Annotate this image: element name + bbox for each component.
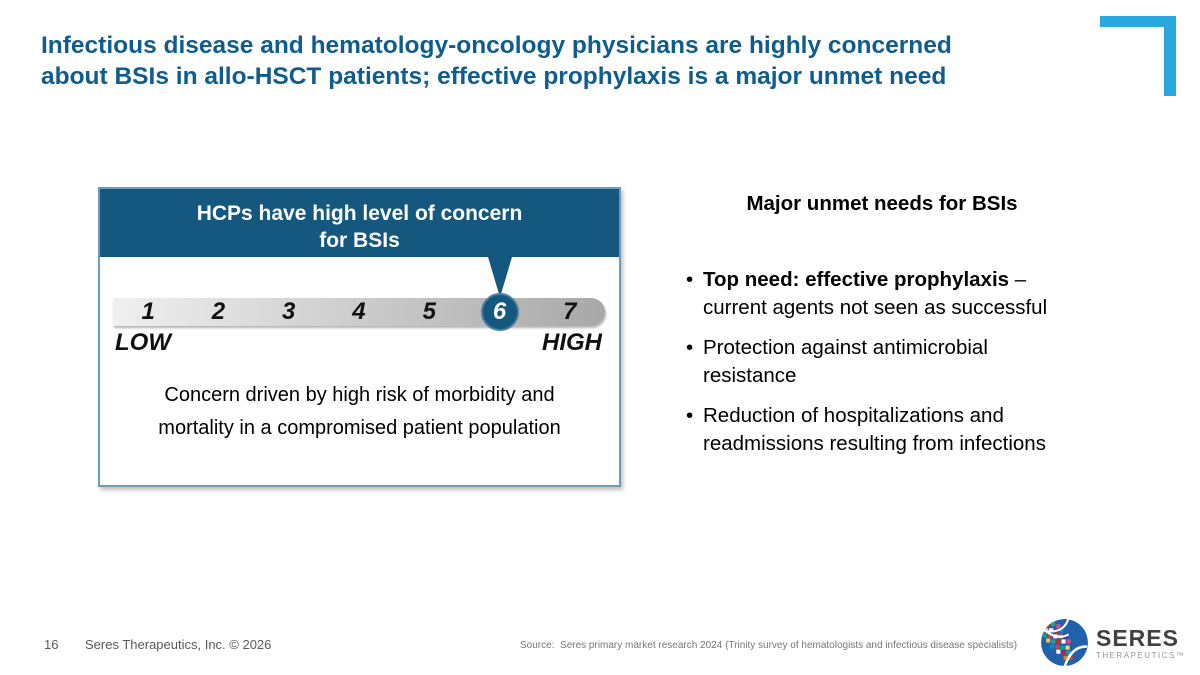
slide-title-line2: about BSIs in allo-HSCT patients; effect…	[41, 63, 947, 90]
scale-range-labels: LOW HIGH	[115, 329, 602, 357]
scale-value-label: 3	[282, 298, 296, 325]
seres-logo: SERES THERAPEUTICS™	[1040, 618, 1185, 667]
unmet-need-item: Top need: effective prophylaxis – curren…	[685, 266, 1085, 321]
copyright-text: Seres Therapeutics, Inc. © 2026	[85, 637, 272, 652]
unmet-needs-list: Top need: effective prophylaxis – curren…	[685, 266, 1085, 457]
scale-high-label: HIGH	[542, 329, 602, 356]
unmet-needs-section: Major unmet needs for BSIs Top need: eff…	[664, 192, 1100, 470]
unmet-need-text: Protection against antimicrobial resista…	[703, 336, 988, 387]
scale-value-7: 7	[535, 298, 605, 326]
unmet-need-bold-text: Top need: effective prophylaxis	[703, 268, 1010, 291]
logo-wordmark: SERES	[1096, 624, 1179, 651]
scale-value-6: 6	[464, 293, 534, 331]
seres-logo-text: SERES THERAPEUTICS™	[1096, 624, 1186, 660]
page-number: 16	[44, 637, 59, 652]
scale-value-label: 7	[563, 298, 577, 325]
selected-score-label: 6	[492, 298, 507, 325]
corner-accent-vertical	[1164, 16, 1176, 96]
scale-value-3: 3	[254, 298, 324, 326]
seres-logo-mark-icon	[1041, 619, 1088, 666]
unmet-need-item: Protection against antimicrobial resista…	[685, 334, 1085, 389]
scale-value-5: 5	[394, 298, 464, 326]
scale-value-2: 2	[183, 298, 253, 326]
scale-value-4: 4	[324, 298, 394, 326]
scale-pointer-icon	[488, 257, 512, 294]
scale-value-label: 1	[141, 298, 155, 325]
selected-score-marker: 6	[480, 293, 519, 331]
concern-panel-header-line2: for BSIs	[319, 229, 400, 252]
slide-title: Infectious disease and hematology-oncolo…	[41, 30, 1091, 92]
logo-subtext: THERAPEUTICS™	[1096, 650, 1186, 660]
corner-accent-horizontal	[1100, 16, 1176, 27]
scale-value-label: 4	[352, 298, 366, 325]
scale-low-label: LOW	[115, 329, 171, 356]
unmet-needs-heading: Major unmet needs for BSIs	[746, 192, 1018, 215]
slide-title-line1: Infectious disease and hematology-oncolo…	[41, 32, 952, 59]
concern-panel: HCPs have high level of concern for BSIs …	[98, 187, 621, 487]
concern-panel-header-line1: HCPs have high level of concern	[196, 202, 523, 225]
scale-value-label: 2	[211, 298, 226, 325]
scale-value-label: 5	[422, 298, 436, 325]
scale-value-1: 1	[113, 298, 183, 326]
source-note: Source: Seres primary market research 20…	[520, 640, 1018, 651]
concern-caption: Concern driven by high risk of morbidity…	[158, 384, 561, 439]
concern-scale: 1 2 3 4 5 6 7	[113, 293, 605, 331]
concern-panel-header: HCPs have high level of concern for BSIs	[100, 189, 619, 257]
unmet-need-text: Reduction of hospitalizations and readmi…	[703, 404, 1046, 455]
unmet-need-item: Reduction of hospitalizations and readmi…	[685, 402, 1085, 457]
unmet-need-text: – current agents not seen as successful	[703, 268, 1048, 319]
